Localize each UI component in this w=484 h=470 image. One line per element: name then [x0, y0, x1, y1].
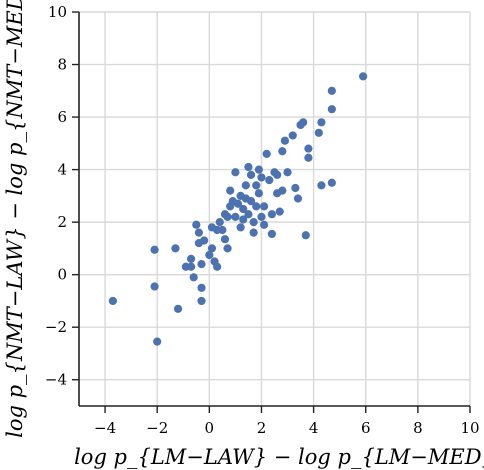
data-point: [259, 202, 269, 211]
data-point: [278, 186, 287, 195]
data-point: [265, 176, 274, 185]
x-axis-label: log p_{LM−LAW} − log p_{LM−MED}: [74, 445, 484, 469]
data-point: [314, 128, 323, 137]
data-point: [213, 262, 222, 271]
x-tick-label: 2: [257, 419, 267, 437]
data-point: [249, 218, 258, 227]
data-point: [189, 273, 198, 282]
data-point: [262, 149, 271, 158]
data-point: [252, 181, 261, 190]
y-tick-labels: −4 −2 0 2 4 6 8 10: [45, 3, 67, 389]
data-point: [197, 296, 206, 306]
data-point: [205, 250, 214, 260]
y-tick-label: 2: [57, 213, 67, 231]
data-point: [108, 296, 117, 306]
x-tick-labels: −4 −2 0 2 4 6 8 10: [94, 419, 480, 437]
x-tick-label: 6: [361, 419, 371, 437]
data-point: [220, 235, 230, 244]
data-point: [186, 254, 196, 264]
data-point: [246, 170, 256, 179]
data-point: [171, 244, 180, 253]
data-point: [186, 262, 196, 271]
data-point: [197, 283, 206, 292]
data-point: [231, 212, 240, 221]
data-point: [304, 153, 313, 162]
y-tick-label: 6: [57, 108, 67, 126]
data-point: [291, 183, 300, 193]
x-tick-label: −4: [94, 419, 116, 437]
data-point: [254, 165, 263, 174]
data-point: [231, 168, 240, 177]
data-point: [267, 229, 276, 239]
data-point: [317, 181, 326, 190]
y-tick-label: 8: [57, 56, 67, 74]
x-tick-label: 10: [460, 419, 479, 437]
data-point: [278, 147, 287, 156]
data-point: [236, 223, 245, 232]
data-point: [252, 202, 261, 211]
data-point: [223, 244, 232, 253]
y-tick-label: −4: [45, 371, 67, 389]
data-point: [257, 173, 266, 182]
x-tick-label: 0: [205, 419, 215, 437]
data-point: [150, 282, 159, 291]
data-point: [153, 337, 162, 346]
data-point: [257, 212, 266, 221]
data-point: [223, 212, 232, 221]
data-points: [108, 72, 368, 346]
data-point: [150, 245, 159, 254]
y-tick-label: −2: [45, 318, 67, 336]
data-point: [192, 220, 201, 229]
x-tick-label: 8: [413, 419, 423, 437]
data-point: [254, 189, 263, 198]
data-point: [293, 194, 303, 203]
data-point: [327, 86, 336, 95]
data-point: [273, 170, 282, 179]
data-point: [215, 218, 224, 227]
data-point: [244, 210, 253, 219]
data-point: [359, 72, 368, 81]
data-point: [267, 210, 276, 219]
data-point: [241, 181, 250, 190]
data-point: [239, 215, 248, 224]
data-point: [301, 231, 310, 240]
data-point: [200, 236, 209, 245]
data-point: [299, 118, 308, 127]
y-tick-label: 4: [57, 161, 67, 179]
data-point: [317, 118, 326, 127]
x-tick-label: 4: [309, 419, 319, 437]
data-point: [275, 207, 284, 216]
data-point: [197, 260, 206, 269]
data-point: [259, 220, 269, 229]
data-point: [280, 136, 290, 145]
data-point: [173, 304, 183, 313]
x-tick-label: −2: [146, 419, 168, 437]
data-point: [218, 225, 227, 235]
axis-labels: log p_{LM−LAW} − log p_{LM−MED} log p_{NM…: [3, 0, 484, 469]
data-point: [246, 197, 256, 206]
data-point: [327, 178, 336, 187]
data-point: [226, 186, 235, 195]
data-point: [288, 131, 297, 140]
y-tick-label: 10: [48, 3, 67, 21]
y-axis-label: log p_{NMT−LAW} − log p_{NMT−MED}: [3, 0, 27, 438]
data-point: [239, 204, 248, 214]
y-tick-label: 0: [57, 266, 67, 284]
data-point: [283, 168, 292, 177]
axes: [72, 11, 471, 413]
data-point: [327, 105, 336, 114]
data-point: [194, 228, 204, 237]
data-point: [304, 144, 313, 153]
data-point: [207, 244, 217, 253]
data-point: [244, 162, 253, 172]
data-point: [249, 228, 258, 237]
data-point: [233, 199, 243, 208]
